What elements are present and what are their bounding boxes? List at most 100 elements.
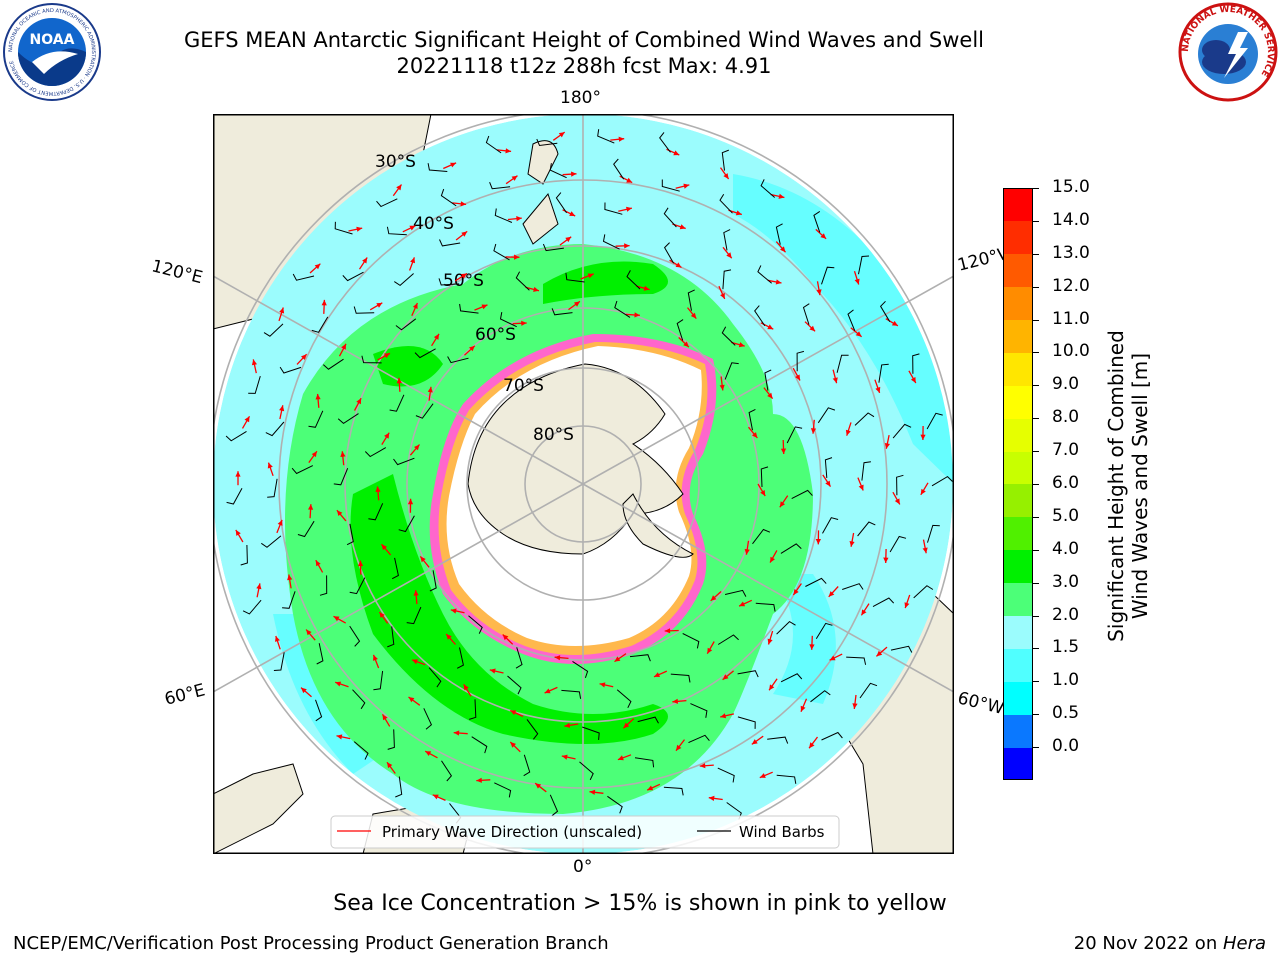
wave-arrow-head xyxy=(767,638,773,645)
wind-barb xyxy=(760,179,776,198)
wind-barb xyxy=(760,466,769,488)
wind-barb xyxy=(279,366,302,374)
wind-barb xyxy=(315,699,323,722)
credit-line: NCEP/EMC/Verification Post Processing Pr… xyxy=(13,933,609,954)
sea-ice-footnote: Sea Ice Concentration > 15% is shown in … xyxy=(333,891,947,916)
wind-barb xyxy=(261,535,282,548)
wind-barb xyxy=(663,786,684,796)
wind-barb xyxy=(721,149,729,171)
wind-barb xyxy=(813,210,821,233)
wind-barb xyxy=(912,353,920,374)
wave-arrow-head xyxy=(481,304,488,310)
wind-barb xyxy=(469,699,477,720)
colorbar-segment xyxy=(1003,747,1033,781)
colorbar-tick-label: 3.0 xyxy=(1052,571,1080,592)
wind-barb xyxy=(858,255,870,275)
wind-barb xyxy=(847,309,856,331)
wave-arrow-head xyxy=(287,574,293,581)
wave-arrow-head xyxy=(413,590,419,596)
wind-barb xyxy=(582,726,600,740)
colorbar-tick-label: 5.0 xyxy=(1052,505,1080,526)
wave-arrow-head xyxy=(816,289,822,296)
wind-barb xyxy=(551,308,573,316)
wave-arrow-head xyxy=(544,688,551,694)
colorbar-tick-label: 8.0 xyxy=(1052,407,1080,428)
wind-barb xyxy=(263,323,284,337)
wave-arrow-head xyxy=(690,312,697,319)
colorbar-segment xyxy=(1003,385,1033,419)
wind-barb xyxy=(737,716,756,729)
wind-barb xyxy=(493,243,510,261)
noaa-logo: NOAA NATIONAL OCEANIC AND ATMOSPHERIC AD… xyxy=(3,3,101,101)
wave-arrow-head xyxy=(654,672,660,677)
wave-arrow-head xyxy=(770,556,775,563)
wind-barb xyxy=(353,741,369,760)
wave-arrow-head xyxy=(676,744,682,751)
wave-arrow-head xyxy=(599,682,606,688)
lat-label-80s: 80°S xyxy=(533,425,574,445)
wave-arrow-head xyxy=(301,354,307,360)
wind-barb xyxy=(387,729,395,750)
colorbar-tick-label: 7.0 xyxy=(1052,440,1080,461)
lat-label-70s: 70°S xyxy=(503,376,544,396)
lat-label-50s: 50°S xyxy=(443,271,484,291)
wave-arrow-head xyxy=(533,286,539,292)
wave-arrow-head xyxy=(614,656,621,662)
colorbar-tick-label: 0.5 xyxy=(1052,703,1080,724)
colorbar-segment xyxy=(1003,681,1033,715)
wave-arrow-head xyxy=(502,634,509,641)
wave-arrow-head xyxy=(461,231,468,237)
wave-arrow-head xyxy=(373,654,378,661)
wind-barb xyxy=(489,182,511,190)
wave-arrow-head xyxy=(420,556,426,563)
wind-barb xyxy=(440,188,457,207)
wave-arrow-head xyxy=(795,374,800,381)
wave-arrow-head xyxy=(336,510,343,516)
wave-arrow-head xyxy=(565,236,572,243)
wind-barb xyxy=(796,350,805,372)
wave-arrow-head xyxy=(564,722,571,728)
wave-arrow-head xyxy=(904,602,910,609)
wind-barb xyxy=(602,234,620,250)
wind-barb xyxy=(757,265,773,284)
wind-barb xyxy=(361,355,382,364)
wave-arrow-head xyxy=(720,713,727,719)
wave-arrow-head xyxy=(683,341,689,348)
wind-barb xyxy=(634,757,655,768)
wind-barb xyxy=(663,207,677,228)
wave-arrow-head xyxy=(505,148,512,154)
colorbar-segment xyxy=(1003,714,1033,748)
wave-arrow-head xyxy=(315,393,321,400)
lon-label-0: 0° xyxy=(573,857,593,877)
machine-name: Hera xyxy=(1222,933,1266,954)
lat-label-40s: 40°S xyxy=(413,214,454,234)
colorbar-tick-label: 12.0 xyxy=(1052,275,1090,296)
wind-barb xyxy=(817,407,836,424)
colorbar-segment xyxy=(1003,319,1033,353)
wave-arrow-head xyxy=(510,742,516,748)
wave-arrow-head xyxy=(910,377,916,383)
wave-arrow-head xyxy=(894,498,900,505)
colorbar-tick-label: 4.0 xyxy=(1052,538,1080,559)
wave-arrow-head xyxy=(617,755,624,761)
latitude-labels: 30°S 40°S 50°S 60°S 70°S 80°S xyxy=(375,152,574,445)
wind-barb xyxy=(767,736,789,744)
wind-barb xyxy=(931,475,953,487)
wave-arrow-head xyxy=(723,173,729,179)
wave-arrow-head xyxy=(809,742,815,749)
wind-barb xyxy=(515,647,523,669)
wave-arrow-head xyxy=(875,386,881,393)
wind-barb xyxy=(737,670,759,678)
wave-arrow-head xyxy=(396,377,402,384)
wind-barb xyxy=(515,271,530,291)
wind-barb xyxy=(836,354,849,373)
wind-barb xyxy=(878,363,889,383)
wind-barb xyxy=(248,375,261,394)
wave-arrow-head xyxy=(675,262,682,268)
wind-barb xyxy=(791,489,813,500)
wind-barb xyxy=(561,689,582,699)
wave-arrow-head xyxy=(461,273,467,279)
wind-barb xyxy=(389,394,405,412)
wind-barb xyxy=(536,138,558,147)
wave-arrow-head xyxy=(710,595,717,601)
